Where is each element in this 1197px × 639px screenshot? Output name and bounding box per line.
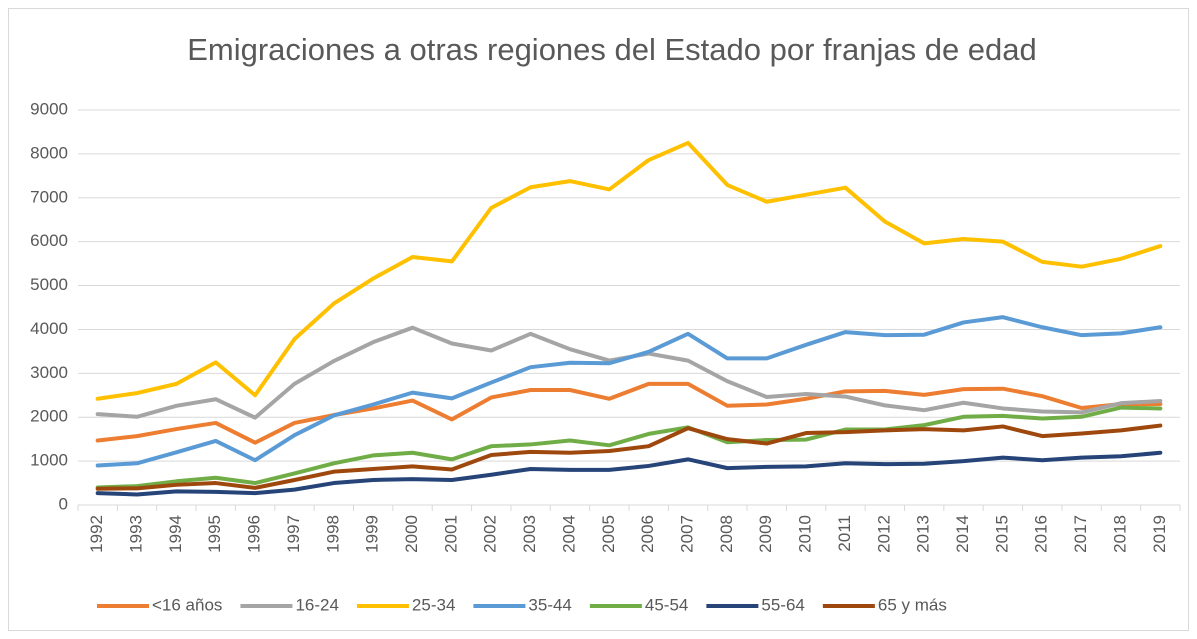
legend-label: 35-44	[528, 595, 571, 614]
series-line	[95, 140, 1163, 401]
x-tick-label: 1996	[245, 515, 264, 553]
y-tick-label: 8000	[30, 143, 68, 162]
x-tick-label: 2006	[638, 515, 657, 553]
y-tick-label: 2000	[30, 407, 68, 426]
series-line	[95, 315, 1163, 468]
y-tick-label: 6000	[30, 231, 68, 250]
x-tick-label: 2019	[1150, 515, 1169, 553]
y-tick-label: 0	[59, 494, 68, 513]
y-tick-label: 1000	[30, 451, 68, 470]
y-tick-label: 4000	[30, 319, 68, 338]
x-tick-label: 1995	[205, 515, 224, 553]
x-tick-label: 1997	[284, 515, 303, 553]
legend-label: 25-34	[412, 595, 455, 614]
x-tick-label: 2016	[1032, 515, 1051, 553]
x-tick-label: 2013	[914, 515, 933, 553]
legend-label: 55-64	[761, 595, 804, 614]
y-tick-label: 5000	[30, 275, 68, 294]
legend-label: 65 y más	[878, 595, 947, 614]
x-tick-label: 2010	[796, 515, 815, 553]
x-tick-label: 2015	[992, 515, 1011, 553]
y-tick-label: 7000	[30, 187, 68, 206]
x-tick-label: 2003	[520, 515, 539, 553]
chart-title: Emigraciones a otras regiones del Estado…	[187, 32, 1037, 67]
x-tick-label: 2018	[1110, 515, 1129, 553]
x-tick-label: 1992	[87, 515, 106, 553]
legend-label: <16 años	[152, 595, 222, 614]
x-tick-label: 2011	[835, 515, 854, 552]
x-tick-label: 1993	[127, 515, 146, 553]
x-tick-label: 2009	[756, 515, 775, 553]
x-tick-label: 1998	[323, 515, 342, 553]
y-tick-label: 3000	[30, 363, 68, 382]
x-tick-label: 1994	[166, 515, 185, 553]
series-line	[95, 450, 1163, 497]
series-line	[95, 405, 1163, 490]
series-line	[95, 381, 1163, 445]
x-tick-label: 2005	[599, 515, 618, 553]
x-tick-label: 2002	[481, 515, 500, 553]
series-line	[95, 423, 1163, 491]
x-tick-label: 2012	[874, 515, 893, 553]
x-tick-label: 2007	[678, 515, 697, 553]
x-tick-label: 2001	[441, 515, 460, 553]
legend-label: 16-24	[295, 595, 338, 614]
legend-label: 45-54	[645, 595, 688, 614]
x-tick-label: 2017	[1071, 515, 1090, 553]
x-tick-label: 2000	[402, 515, 421, 553]
x-tick-label: 2004	[559, 515, 578, 553]
x-tick-label: 2014	[953, 515, 972, 553]
x-tick-label: 2008	[717, 515, 736, 553]
y-tick-label: 9000	[30, 99, 68, 118]
x-tick-label: 1999	[363, 515, 382, 553]
